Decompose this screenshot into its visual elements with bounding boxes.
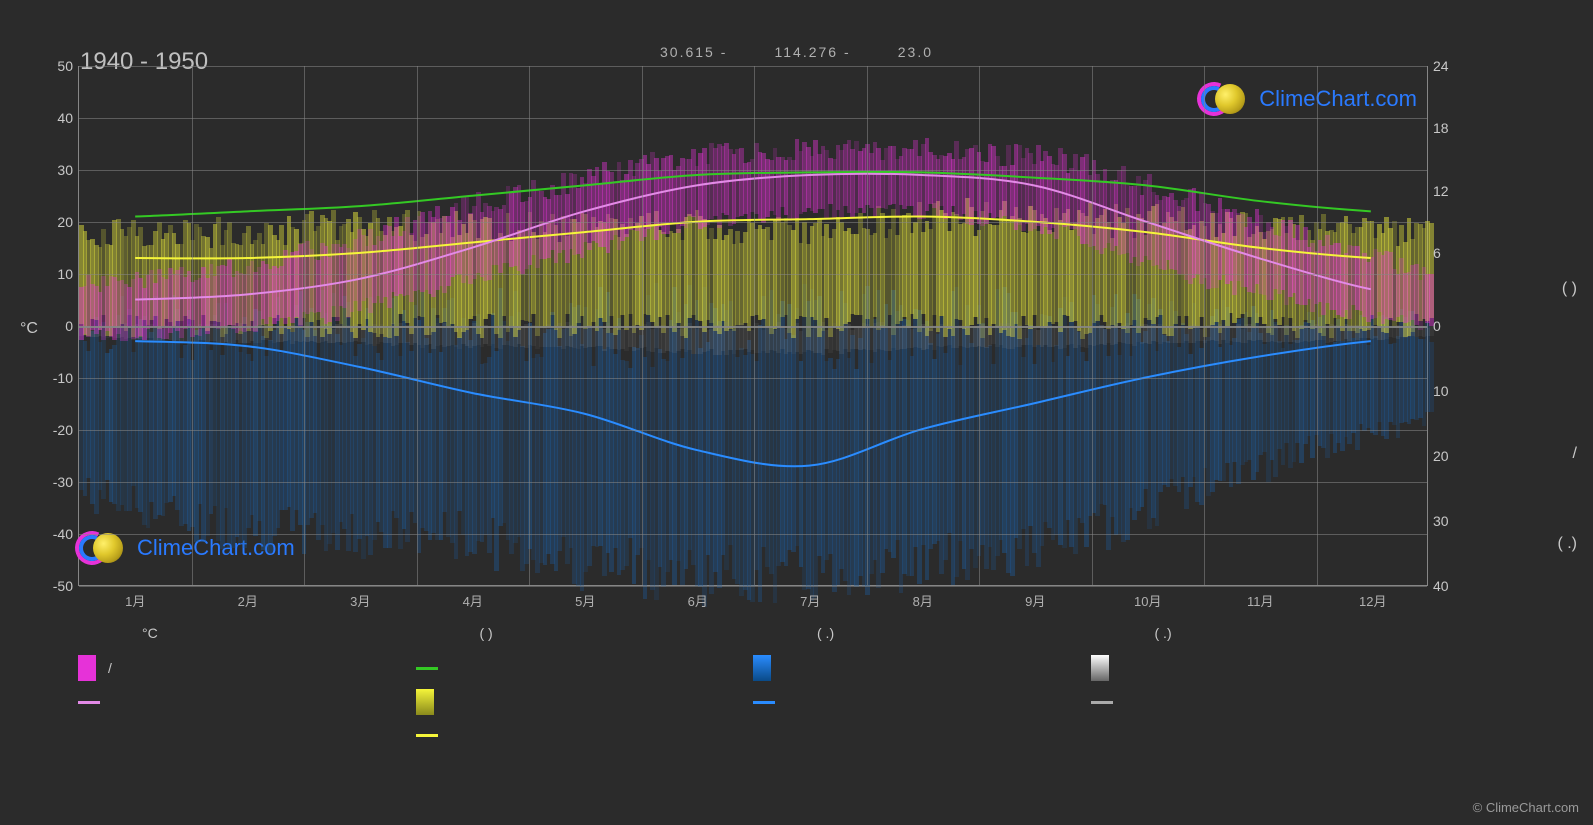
- legend-item: /: [78, 655, 416, 681]
- y-axis-left-label: °C: [20, 320, 38, 338]
- ytick-right: 30: [1433, 513, 1449, 529]
- xtick-month: 10月: [1134, 591, 1161, 610]
- legend-item: [78, 723, 416, 747]
- y-axis-right-label-mid: /: [1573, 445, 1577, 463]
- alt-value: 23.0: [898, 44, 933, 60]
- legend-swatch: [416, 689, 434, 715]
- ytick-left: -10: [53, 370, 73, 386]
- ytick-right: 18: [1433, 120, 1449, 136]
- ytick-left: 30: [57, 162, 73, 178]
- xtick-month: 7月: [800, 591, 820, 610]
- legend-item: [753, 689, 1091, 715]
- ytick-right: 24: [1433, 58, 1449, 74]
- legend-item: [753, 655, 1091, 681]
- legend-swatch: [416, 734, 438, 737]
- legend-header-cell: ( ): [416, 625, 754, 641]
- xtick-month: 9月: [1025, 591, 1045, 610]
- ytick-left: -30: [53, 474, 73, 490]
- legend-swatch: [1091, 655, 1109, 681]
- ytick-right: 10: [1433, 383, 1449, 399]
- legend-item: [1091, 655, 1429, 681]
- legend-header-cell: ( .): [753, 625, 1091, 641]
- legend: °C( )( .)( .) /: [78, 625, 1428, 755]
- ytick-right: 40: [1433, 578, 1449, 594]
- legend-item: [416, 723, 754, 747]
- legend-swatch: [78, 701, 100, 704]
- legend-item: [416, 689, 754, 715]
- xtick-month: 3月: [350, 591, 370, 610]
- legend-swatch: [753, 701, 775, 704]
- ytick-left: -20: [53, 422, 73, 438]
- xtick-month: 5月: [575, 591, 595, 610]
- ytick-left: 40: [57, 110, 73, 126]
- legend-item: [416, 655, 754, 681]
- xtick-month: 4月: [463, 591, 483, 610]
- legend-swatch: [416, 667, 438, 670]
- ytick-right: 6: [1433, 245, 1441, 261]
- legend-swatch: [753, 655, 771, 681]
- ytick-right: 20: [1433, 448, 1449, 464]
- legend-item: [753, 723, 1091, 747]
- legend-swatch: [1091, 701, 1113, 704]
- legend-label: /: [108, 660, 112, 676]
- ytick-left: 50: [57, 58, 73, 74]
- xtick-month: 12月: [1359, 591, 1386, 610]
- legend-item: [78, 689, 416, 715]
- chart-plot-area: ClimeChart.com ClimeChart.com 5040302010…: [78, 66, 1428, 586]
- chart-subtitle: 30.615 - 114.276 - 23.0: [0, 44, 1593, 60]
- lon-value: 114.276 -: [775, 44, 851, 60]
- legend-header-cell: °C: [78, 625, 416, 641]
- ytick-left: -50: [53, 578, 73, 594]
- ytick-left: 0: [65, 318, 73, 334]
- legend-header: °C( )( .)( .): [78, 625, 1428, 641]
- legend-swatch: [78, 655, 96, 681]
- ytick-left: 20: [57, 214, 73, 230]
- copyright: © ClimeChart.com: [1473, 800, 1579, 815]
- xtick-month: 1月: [125, 591, 145, 610]
- y-axis-right-label-bot: ( .): [1557, 535, 1577, 553]
- xtick-month: 2月: [238, 591, 258, 610]
- ytick-left: 10: [57, 266, 73, 282]
- ytick-left: -40: [53, 526, 73, 542]
- xtick-month: 11月: [1247, 591, 1274, 610]
- ytick-right: 0: [1433, 318, 1441, 334]
- legend-body: /: [78, 655, 1428, 747]
- xtick-month: 8月: [913, 591, 933, 610]
- legend-item: [1091, 723, 1429, 747]
- ytick-right: 12: [1433, 183, 1449, 199]
- xtick-month: 6月: [688, 591, 708, 610]
- legend-item: [1091, 689, 1429, 715]
- y-axis-right-label-top: ( ): [1562, 280, 1577, 298]
- legend-header-cell: ( .): [1091, 625, 1429, 641]
- lat-value: 30.615 -: [660, 44, 727, 60]
